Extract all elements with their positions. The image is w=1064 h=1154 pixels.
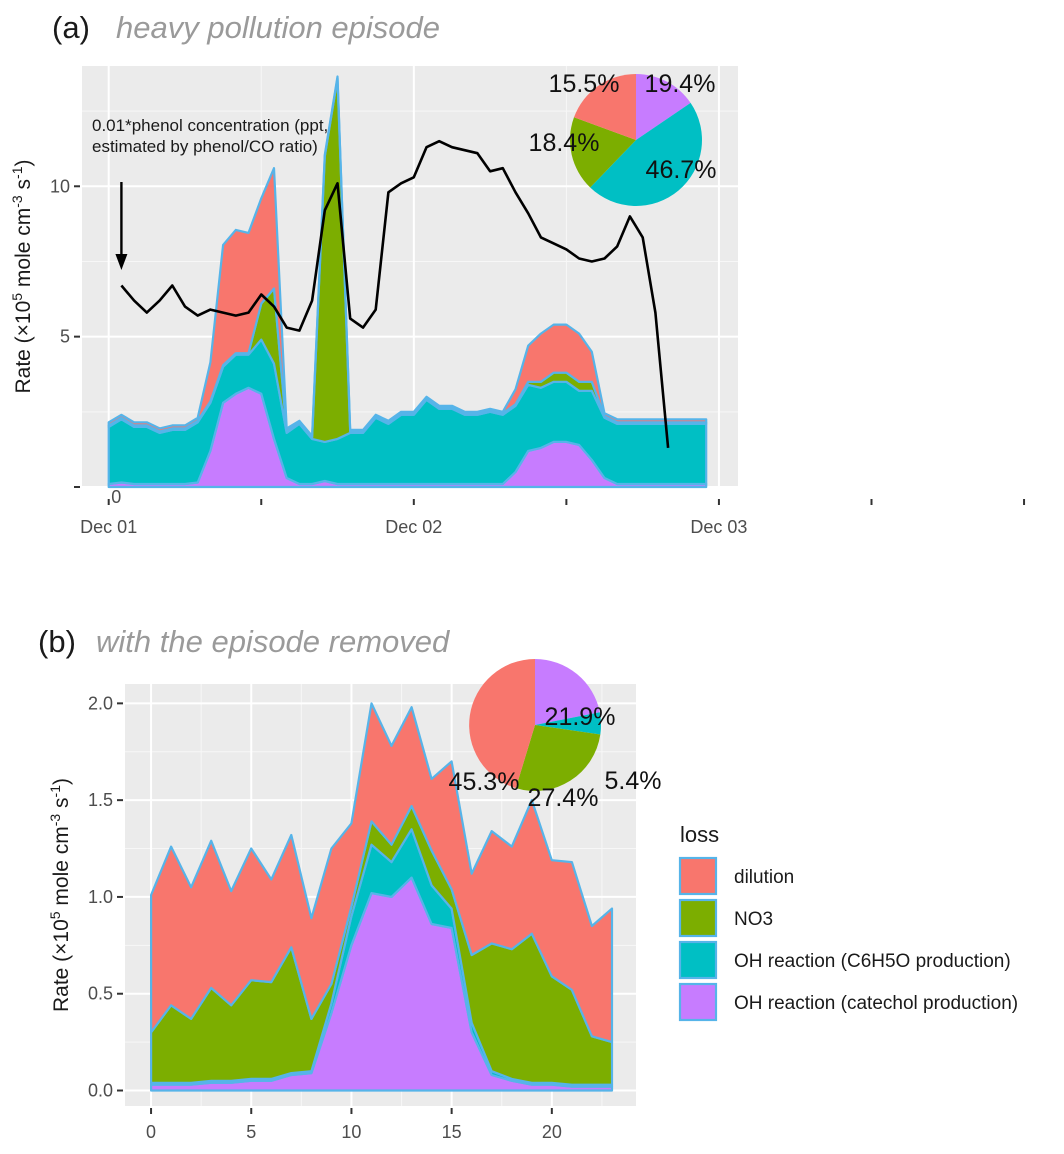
y-tick-label: 10 [50, 176, 70, 196]
pie-label: 5.4% [605, 767, 662, 795]
pie-slice [515, 725, 601, 791]
x-tick-label: Dec 03 [690, 517, 747, 537]
pie-slice [574, 73, 636, 140]
pie-label: 19.4% [645, 70, 716, 98]
pie-label: 18.4% [529, 129, 600, 157]
y-tick-label: 1.0 [88, 887, 113, 907]
area-series-dilution [150, 702, 614, 1044]
area-series-dilution [107, 75, 708, 439]
zero-label: 0 [111, 487, 121, 507]
panel-a-title: heavy pollution episode [116, 10, 440, 45]
pie-label: 46.7% [646, 156, 717, 184]
y-label-text: Rate (×10 [12, 301, 35, 394]
pie-slice [636, 74, 691, 140]
annotation-text-line-2: estimated by phenol/CO ratio) [92, 137, 318, 156]
phenol-concentration-line [120, 139, 670, 449]
y-label-text: mole cm [12, 208, 35, 293]
y-tick-label: 1.5 [88, 790, 113, 810]
pie-slice [569, 117, 636, 188]
legend-swatch-oh-reaction-catechol-production [678, 982, 718, 1022]
pie-label: 45.3% [449, 768, 520, 796]
legend: loss dilution NO3 OH reaction (C6H5O produc… [678, 822, 1018, 1022]
legend-label-oh-reaction-c6h5o-production: OH reaction (C6H5O production) [734, 951, 1011, 972]
legend-swatch-no3 [678, 898, 718, 938]
y-label-superscript: 5 [47, 911, 63, 919]
y-label-superscript: -1 [47, 785, 63, 798]
y-label-text: ) [50, 778, 73, 785]
y-axis-label: Rate (×105 mole cm-3 s-1) [9, 159, 35, 393]
legend-label-oh-reaction-catechol-production: OH reaction (catechol production) [734, 993, 1018, 1014]
pie-label: 27.4% [528, 784, 599, 812]
y-tick-label: 0.5 [88, 984, 113, 1004]
y-label-text: s [12, 179, 35, 195]
pie-slice [590, 102, 702, 206]
legend-label-no3: NO3 [734, 909, 773, 930]
legend-title: loss [680, 822, 719, 847]
x-tick-label: Dec 02 [385, 517, 442, 537]
panel-a-label: (a) [52, 10, 90, 45]
y-tick-label: 5 [60, 327, 70, 347]
y-axis-label: Rate (×105 mole cm-3 s-1) [47, 778, 73, 1012]
x-tick-label: 0 [146, 1122, 156, 1142]
y-label-text: s [50, 797, 73, 813]
pie-label: 21.9% [545, 703, 616, 731]
panel-b-label: (b) [38, 624, 76, 659]
legend-label-dilution: dilution [734, 867, 794, 888]
y-tick-label: 0.0 [88, 1081, 113, 1101]
x-tick-label: Dec 01 [80, 517, 137, 537]
x-tick-label: 15 [442, 1122, 462, 1142]
pie-slice [469, 659, 535, 789]
legend-swatch-oh-reaction-c6h5o-production [678, 940, 718, 980]
y-label-text: mole cm [50, 826, 73, 911]
legend-swatch-dilution [678, 856, 718, 896]
y-tick-label: 2.0 [88, 693, 113, 713]
panel-b-title: with the episode removed [96, 624, 451, 659]
pie-slice [535, 659, 600, 725]
annotation-text-line-1: 0.01*phenol concentration (ppt, [92, 116, 328, 135]
y-label-superscript: -3 [47, 814, 63, 827]
pie-label: 15.5% [549, 70, 620, 98]
pie-slice [535, 712, 602, 735]
x-tick-label: 5 [246, 1122, 256, 1142]
y-label-superscript: -1 [9, 166, 25, 179]
y-label-superscript: -3 [9, 195, 25, 208]
y-label-text: ) [12, 159, 35, 166]
y-label-text: Rate (×10 [50, 919, 73, 1012]
y-label-superscript: 5 [9, 293, 25, 301]
x-tick-label: 10 [341, 1122, 361, 1142]
x-tick-label: 20 [542, 1122, 562, 1142]
annotation-arrow-head [115, 254, 128, 270]
